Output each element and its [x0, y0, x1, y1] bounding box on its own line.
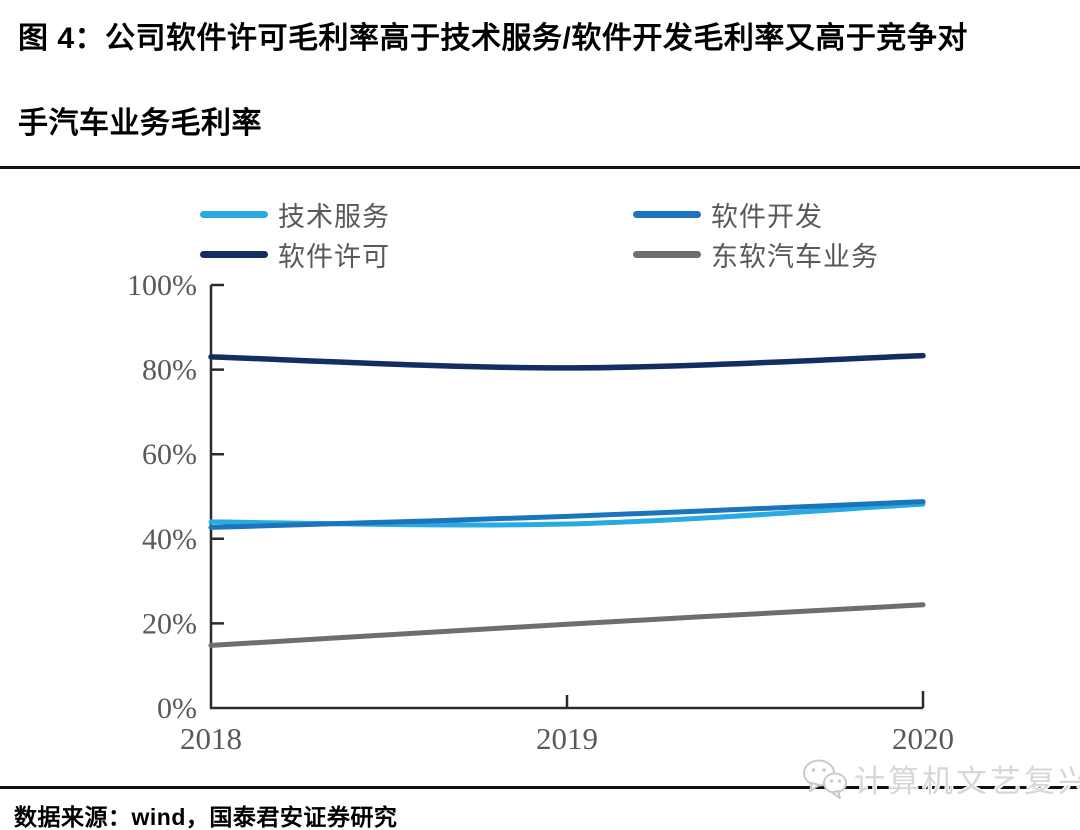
- title-divider: [0, 166, 1080, 169]
- legend-item-tech-service: 技术服务: [200, 199, 390, 232]
- watermark: 计算机文艺复兴: [800, 756, 1080, 801]
- x-tick-label: 2020: [892, 721, 954, 756]
- legend-item-auto-business: 东软汽车业务: [633, 239, 879, 272]
- y-tick-label: 20%: [142, 607, 197, 640]
- line-software-dev: [208, 499, 926, 530]
- legend-swatch-tech-service: [200, 210, 268, 218]
- wechat-logo-icon: [803, 759, 847, 799]
- legend-label: 软件许可: [278, 241, 390, 272]
- y-tick-label: 100%: [127, 269, 197, 302]
- legend-item-software-dev: 软件开发: [633, 199, 823, 232]
- x-tick-label: 2019: [536, 721, 598, 756]
- gross-margin-line-chart: 0% 20% 40% 60% 80% 100% 2018 2019 2020: [127, 269, 954, 756]
- legend-label: 软件开发: [711, 201, 823, 232]
- y-tick-label: 60%: [142, 438, 197, 471]
- figure-title-line2: 手汽车业务毛利率: [18, 107, 262, 140]
- legend-swatch-auto-business: [633, 250, 701, 258]
- axes: [209, 283, 925, 710]
- y-tick-label: 80%: [142, 354, 197, 387]
- legend-label: 技术服务: [278, 201, 390, 232]
- x-tick-label: 2018: [180, 721, 242, 756]
- data-source-note: 数据来源：wind，国泰君安证券研究: [14, 804, 398, 830]
- legend-item-software-license: 软件许可: [200, 239, 390, 272]
- watermark-text: 计算机文艺复兴: [854, 764, 1080, 799]
- y-tick-label: 40%: [142, 523, 197, 556]
- figure-title-line1: 图 4：公司软件许可毛利率高于技术服务/软件开发毛利率又高于竞争对: [18, 22, 968, 55]
- y-tick-label: 0%: [157, 692, 197, 725]
- legend-swatch-software-license: [200, 250, 268, 258]
- line-software-license: [208, 352, 926, 371]
- legend-label: 东软汽车业务: [711, 241, 879, 272]
- footer-divider: [0, 786, 1080, 789]
- line-auto-business: [208, 602, 926, 648]
- legend-swatch-software-dev: [633, 210, 701, 218]
